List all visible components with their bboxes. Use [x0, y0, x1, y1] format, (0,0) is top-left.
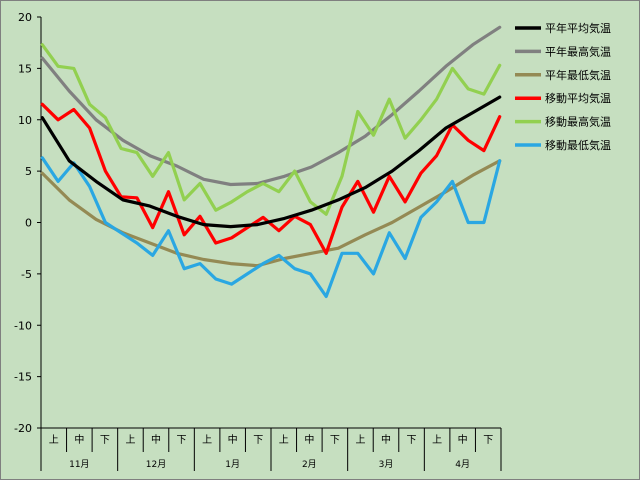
y-tick-label: -15	[14, 371, 32, 384]
x-month-label: 2月	[302, 459, 317, 470]
x-subperiod-label: 下	[253, 435, 263, 446]
x-subperiod-label: 中	[228, 433, 238, 446]
series-line-4	[40, 43, 502, 216]
y-tick-label: 10	[18, 114, 32, 127]
x-subperiod-label: 上	[432, 434, 442, 446]
axes: 20 15 10 5 0 -5 -10 -15 -20 上 中 下 11月 上 中 下 12月 上 中 下 1月 上 中 下 2…	[14, 11, 502, 471]
legend-label-1: 平年最高気温	[545, 44, 611, 58]
series-line-1	[40, 25, 502, 187]
x-subperiod-label: 上	[49, 434, 59, 446]
x-subperiod-label: 下	[407, 435, 417, 446]
x-subperiod-label: 上	[355, 434, 365, 446]
series-line-2	[40, 159, 502, 268]
x-subperiod-label: 上	[202, 434, 212, 446]
x-subperiod-label: 中	[74, 433, 84, 446]
series-line-5	[40, 156, 502, 299]
legend-label-3: 移動平均気温	[545, 91, 611, 105]
x-subperiod-label: 下	[177, 435, 187, 446]
x-subperiod-label: 中	[458, 433, 468, 446]
y-tick-label: 20	[18, 11, 32, 24]
x-subperiod-label: 中	[304, 433, 314, 446]
x-month-label: 3月	[379, 459, 394, 470]
x-month-label: 4月	[455, 459, 470, 470]
legend-label-5: 移動最低気温	[545, 138, 611, 152]
y-tick-label: -20	[14, 422, 32, 435]
y-tick-label: 0	[25, 217, 32, 230]
legend-label-0: 平年平均気温	[545, 21, 611, 35]
x-month-label: 1月	[225, 459, 240, 470]
series-line-3	[40, 102, 502, 255]
y-tick-label: -5	[21, 268, 32, 281]
x-subperiod-label: 下	[100, 435, 110, 446]
x-subperiod-label: 下	[483, 435, 493, 446]
x-subperiod-label: 上	[125, 434, 135, 446]
y-tick-label: 5	[25, 165, 32, 178]
x-subperiod-label: 下	[330, 435, 340, 446]
y-tick-label: 15	[18, 62, 32, 75]
x-subperiod-label: 上	[279, 434, 289, 446]
series-line-0	[40, 95, 502, 229]
x-month-label: 11月	[69, 459, 89, 470]
x-subperiod-label: 中	[151, 433, 161, 446]
series-lines	[40, 25, 502, 299]
x-subperiod-label: 中	[381, 433, 391, 446]
legend-label-2: 平年最低気温	[545, 68, 611, 82]
legend-label-4: 移動最高気温	[545, 115, 611, 129]
x-month-label: 12月	[146, 459, 166, 470]
y-tick-label: -10	[14, 319, 32, 332]
